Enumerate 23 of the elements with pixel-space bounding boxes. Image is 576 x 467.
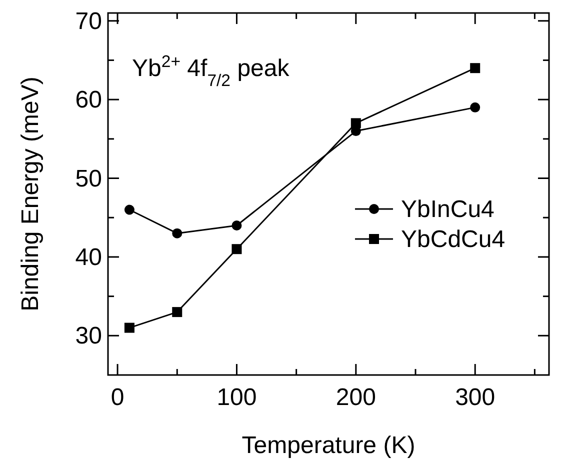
point	[172, 228, 182, 238]
y-axis-title: Binding Energy (meV)	[17, 76, 44, 312]
x-tick-label: 0	[110, 384, 124, 411]
point	[350, 118, 361, 128]
point	[124, 204, 134, 215]
point	[232, 244, 242, 254]
point	[232, 220, 242, 230]
legend-label: YbCdCu4	[401, 226, 506, 253]
y-tick-label: 30	[75, 322, 102, 350]
y-tick-label: 60	[75, 86, 102, 114]
point	[124, 322, 134, 333]
x-axis-title: Temperature (K)	[242, 432, 416, 459]
point	[470, 63, 480, 74]
annotation: Yb$^{2+}$ 4f$_{7/2}$ peak	[132, 52, 290, 90]
x-tick-label: 100	[216, 384, 257, 411]
y-tick-label: 50	[75, 165, 102, 192]
point	[470, 102, 480, 112]
x-tick-label: 300	[455, 384, 496, 411]
point	[172, 307, 182, 318]
y-tick-label: 70	[75, 8, 102, 35]
y-tick-label: 40	[75, 244, 102, 271]
x-tick-label: 200	[336, 384, 376, 411]
legend-label: YbInCu4	[401, 196, 494, 223]
